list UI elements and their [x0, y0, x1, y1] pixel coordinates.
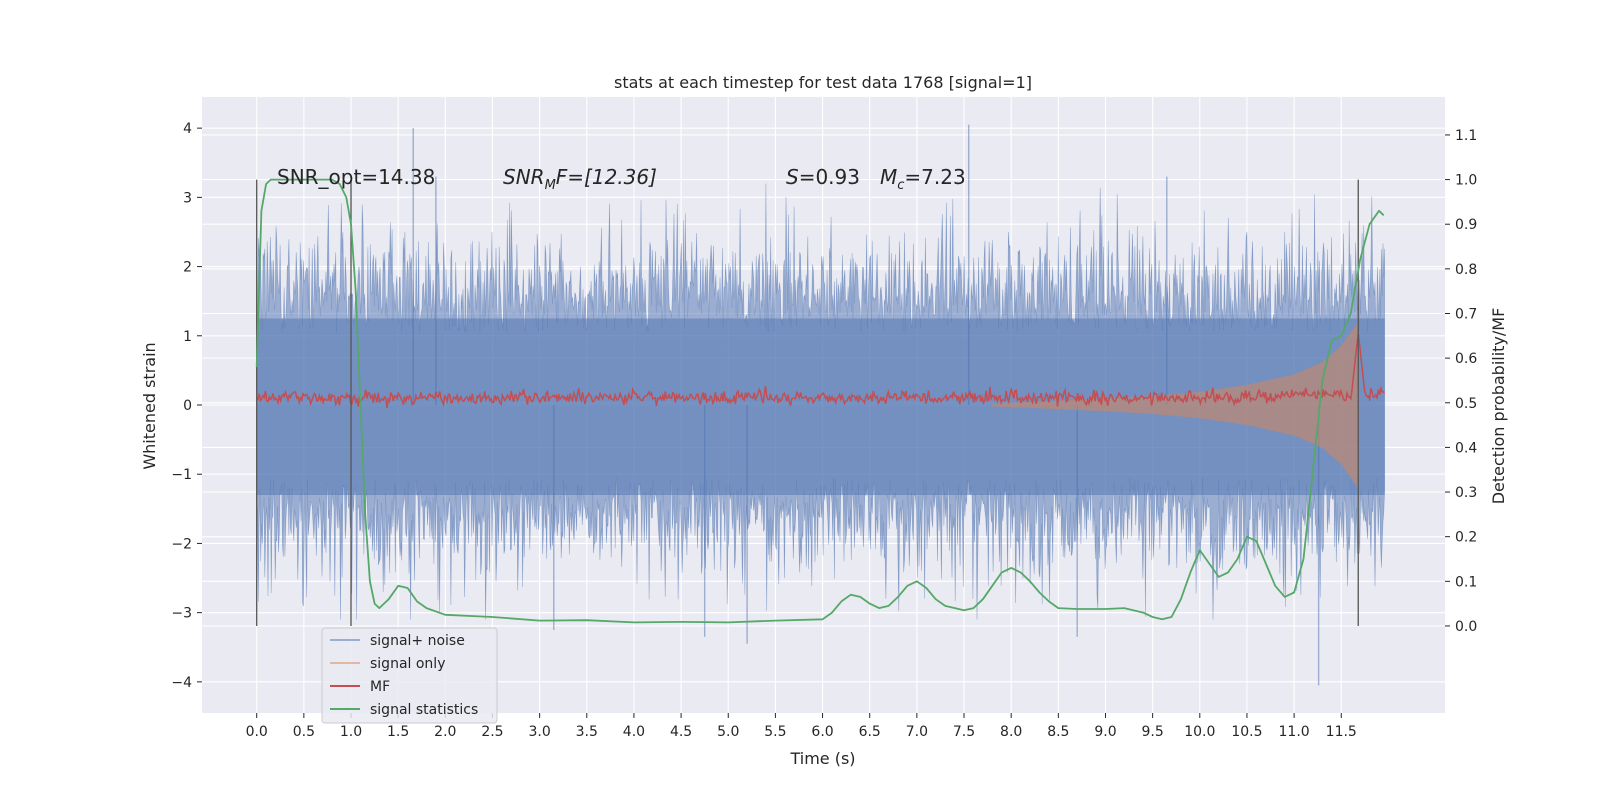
signal-statistics-trace [255, 178, 1385, 624]
x-axis-ticks: 0.0 0.5 1.0 1.5 2.0 2.5 3.0 3.5 4.0 4.5 5.0 5.5 6.0 6… [246, 713, 1357, 740]
legend-label: signal only [370, 656, 445, 672]
x-tick-label: 6.5 [859, 724, 881, 740]
x-tick-label: 5.0 [717, 724, 739, 740]
mc-annotation: Mc=7.23 [880, 165, 966, 193]
x-tick-label: 0.0 [246, 724, 268, 740]
x-tick-label: 10.5 [1231, 724, 1262, 740]
x-tick-label: 3.0 [528, 724, 550, 740]
x-tick-label: 7.5 [953, 724, 975, 740]
legend: signal+ noise signal only MF signal statist… [321, 627, 498, 724]
snr-opt-annotation: SNR_opt=14.38 [277, 165, 435, 189]
snr-mf-rest: F=[12.36] [556, 165, 657, 189]
x-axis-label: Time (s) [789, 749, 855, 768]
x-tick-label: 2.5 [481, 724, 503, 740]
y-tick-label: −4 [171, 675, 192, 691]
y2-tick-label: 0.8 [1455, 262, 1477, 278]
x-tick-label: 9.0 [1094, 724, 1116, 740]
y2-tick-label: 0.4 [1455, 440, 1477, 456]
x-tick-label: 7.0 [906, 724, 928, 740]
y2-tick-label: 0.7 [1455, 306, 1477, 322]
legend-label: MF [370, 679, 390, 695]
chart-title: stats at each timestep for test data 176… [614, 73, 1032, 92]
x-tick-label: 8.0 [1000, 724, 1022, 740]
s-value: =0.93 [799, 165, 860, 189]
y2-tick-label: 1.1 [1455, 128, 1477, 144]
y-tick-label: −2 [171, 536, 192, 552]
legend-box [321, 627, 498, 724]
x-tick-label: 1.5 [387, 724, 409, 740]
legend-label: signal+ noise [370, 633, 465, 649]
y2-tick-label: 0.0 [1455, 619, 1477, 635]
y2-axis-ticks: 1.1 1.0 0.9 0.8 0.7 0.6 0.5 0.4 0.3 0.2 0.1 0.0 [1445, 128, 1477, 635]
signal-statistics-layer [255, 178, 1385, 624]
y2-tick-label: 0.1 [1455, 574, 1477, 590]
segment-markers [256, 179, 1359, 626]
legend-items: signal+ noise signal only MF signal statist… [330, 633, 478, 718]
legend-label: signal statistics [370, 702, 478, 718]
s-annotation: S=0.93 [786, 165, 860, 189]
x-tick-label: 6.0 [811, 724, 833, 740]
snr-mf-annotation: SNRMF=[12.36] [503, 165, 657, 193]
y-tick-label: 3 [183, 190, 192, 206]
x-tick-label: 4.0 [623, 724, 645, 740]
y-axis-label: Whitened strain [140, 342, 159, 469]
y2-tick-label: 0.2 [1455, 530, 1477, 546]
x-tick-label: 3.5 [576, 724, 598, 740]
y-tick-label: 0 [183, 398, 192, 414]
snr-mf-base: SNR [503, 165, 545, 189]
x-tick-label: 10.0 [1184, 724, 1215, 740]
y2-tick-label: 0.9 [1455, 217, 1477, 233]
y2-tick-label: 1.0 [1455, 173, 1477, 189]
s-label: S [786, 165, 799, 189]
snr-mf-sub: M [545, 178, 556, 193]
x-tick-label: 9.5 [1142, 724, 1164, 740]
x-tick-label: 8.5 [1047, 724, 1069, 740]
signal-only-trace [992, 321, 1359, 489]
y2-tick-label: 0.3 [1455, 485, 1477, 501]
x-tick-label: 5.5 [764, 724, 786, 740]
x-tick-label: 0.5 [293, 724, 315, 740]
x-tick-label: 1.0 [340, 724, 362, 740]
x-tick-label: 2.0 [434, 724, 456, 740]
y2-axis-label: Detection probability/MF [1489, 308, 1508, 505]
plot-content [256, 124, 1385, 686]
y-tick-label: 4 [183, 121, 192, 137]
x-tick-label: 11.0 [1279, 724, 1310, 740]
annotations: SNR_opt=14.38 SNRMF=[12.36] S=0.93 Mc=7.… [277, 165, 966, 193]
y2-tick-label: 0.6 [1455, 351, 1477, 367]
y-tick-label: −3 [171, 606, 192, 622]
y-tick-label: −1 [171, 467, 192, 483]
x-tick-label: 11.5 [1326, 724, 1357, 740]
y-tick-label: 1 [183, 329, 192, 345]
mc-base: M [880, 165, 897, 189]
x-tick-label: 4.5 [670, 724, 692, 740]
mc-sub: c [897, 178, 904, 193]
y-tick-label: 2 [183, 260, 192, 276]
y-axis-ticks: 4 3 2 1 0 −1 −2 −3 −4 [171, 121, 202, 691]
mf-trace [256, 333, 1385, 409]
mc-value: =7.23 [904, 165, 965, 189]
y2-tick-label: 0.5 [1455, 396, 1477, 412]
